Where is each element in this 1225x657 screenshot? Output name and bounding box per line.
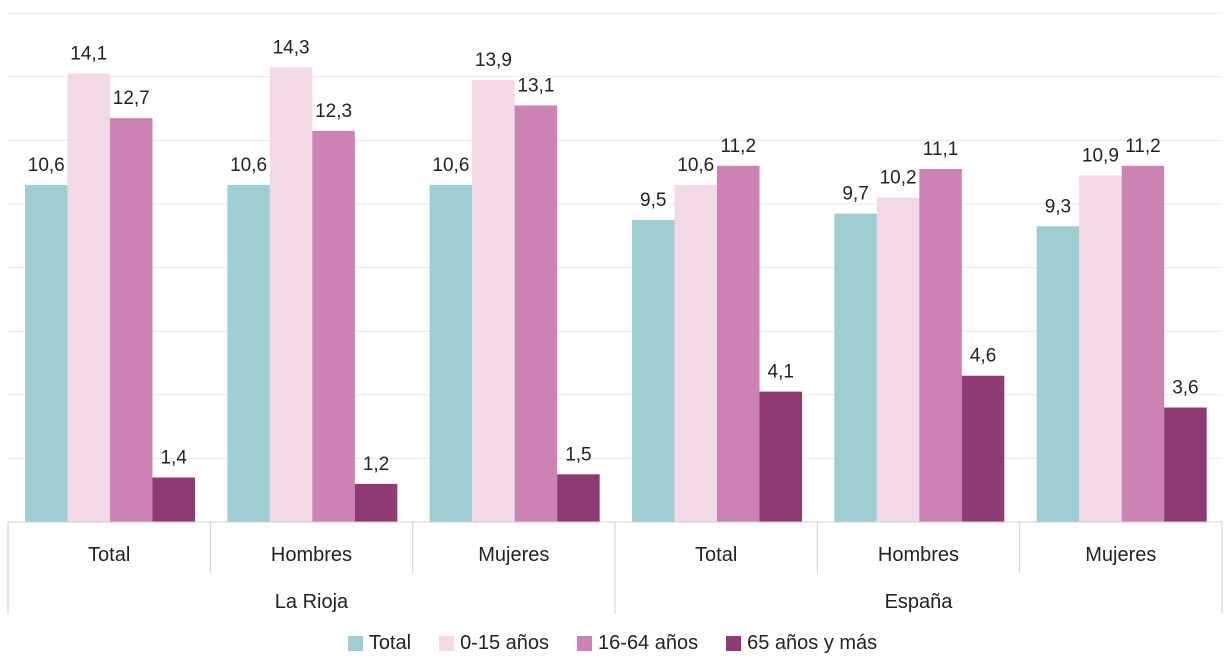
bar — [961, 375, 1005, 522]
bar — [1121, 165, 1165, 522]
bars — [25, 67, 1207, 523]
data-label: 10,2 — [880, 168, 917, 189]
data-label: 1,4 — [161, 447, 188, 468]
legend-swatch-0 — [347, 636, 363, 651]
data-label: 1,2 — [363, 454, 389, 475]
bar — [919, 169, 962, 522]
data-label: 11,2 — [1125, 136, 1161, 157]
bar — [25, 184, 68, 523]
bar — [354, 483, 398, 522]
category-label: Mujeres — [478, 544, 549, 566]
data-label: 14,3 — [273, 37, 310, 58]
legend-label-2: 16-64 años — [598, 632, 699, 654]
category-label: Total — [695, 544, 737, 566]
data-label: 9,3 — [1045, 196, 1071, 217]
bar — [152, 477, 195, 522]
bar — [472, 79, 515, 522]
category-label: Total — [88, 544, 130, 566]
data-label: 10,6 — [230, 155, 267, 176]
data-label: 11,2 — [720, 136, 756, 157]
legend-item-2: 16-64 años — [577, 632, 698, 655]
legend-item-1: 0-15 años — [439, 632, 549, 655]
data-label: 4,1 — [768, 362, 794, 383]
legend-item-0: Total — [347, 632, 412, 655]
bar — [557, 474, 600, 522]
legend-label-0: Total — [368, 632, 412, 654]
bar — [1079, 175, 1122, 522]
bar — [717, 165, 760, 522]
data-label: 12,3 — [315, 101, 352, 122]
data-label: 4,6 — [970, 346, 996, 367]
bar — [674, 184, 717, 523]
data-label: 13,1 — [517, 75, 554, 96]
category-label: Hombres — [878, 544, 959, 566]
data-label: 10,6 — [432, 155, 469, 176]
group-label: La Rioja — [275, 591, 349, 613]
data-labels: 10,6 10,6 10,6 9,5 9,7 9,3 14,1 14,3 13,9 10,6 10,… — [28, 37, 1199, 475]
data-label: 11,1 — [923, 139, 959, 160]
chart: 10,6 10,6 10,6 9,5 9,7 9,3 14,1 14,3 13,9 10,6 10,… — [7, 12, 1223, 614]
data-label: 3,6 — [1172, 378, 1198, 399]
bar — [632, 219, 675, 522]
data-label: 14,1 — [70, 44, 107, 65]
bar — [312, 130, 355, 523]
legend-label-3: 65 años y más — [747, 632, 878, 654]
bar — [759, 391, 802, 522]
legend-swatch-3 — [726, 636, 742, 651]
bar — [269, 67, 313, 522]
bar — [429, 184, 473, 523]
bar — [514, 105, 558, 523]
bar — [834, 213, 877, 523]
bar — [1164, 407, 1207, 522]
bar — [227, 184, 270, 523]
legend-swatch-1 — [439, 636, 455, 651]
category-label: Hombres — [271, 544, 352, 566]
legend-item-3: 65 años y más — [726, 632, 877, 655]
category-axis: Total Hombres Mujeres La Rioja Total Hombres M… — [7, 521, 1223, 614]
bar — [1036, 226, 1080, 522]
category-label: Mujeres — [1085, 544, 1156, 566]
data-label: 12,7 — [113, 88, 150, 109]
data-label: 9,7 — [842, 184, 868, 205]
gridlines — [8, 12, 1222, 523]
data-label: 1,5 — [565, 444, 591, 465]
group-label: España — [885, 591, 954, 613]
data-label: 10,6 — [677, 155, 714, 176]
data-label: 10,6 — [28, 155, 65, 176]
legend-label-1: 0-15 años — [460, 632, 550, 654]
data-label: 13,9 — [475, 50, 512, 71]
bar — [876, 197, 920, 522]
bar — [67, 73, 110, 523]
legend-swatch-2 — [577, 636, 593, 651]
bar — [110, 118, 153, 522]
data-label: 9,5 — [640, 190, 666, 211]
data-label: 10,9 — [1082, 145, 1119, 166]
legend: Total 0-15 años 16-64 años 65 años y más — [0, 632, 1225, 655]
